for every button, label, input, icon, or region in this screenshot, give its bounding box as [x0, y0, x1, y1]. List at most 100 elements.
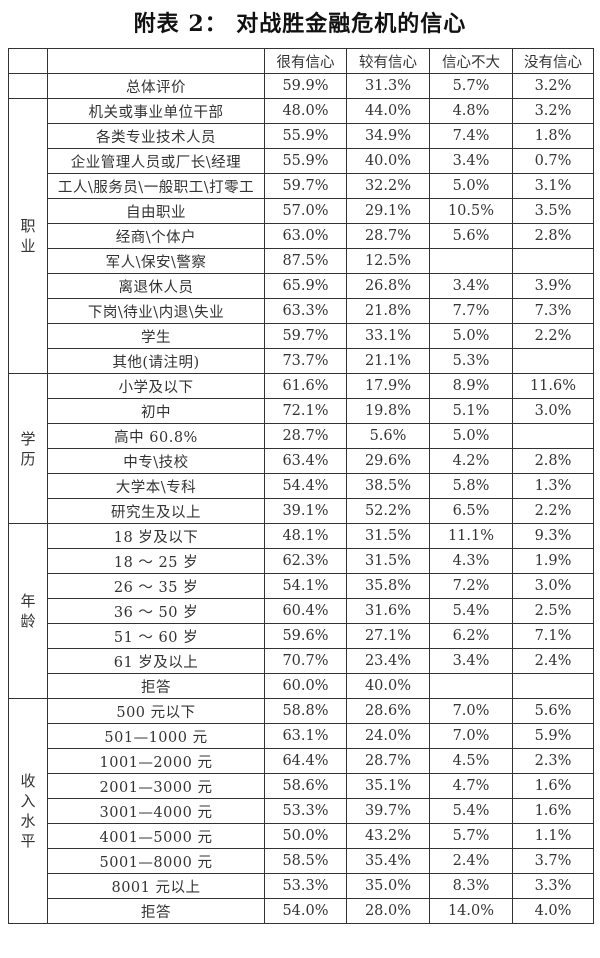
- value-cell: 2.4%: [429, 848, 513, 874]
- row-label: 36 ～ 50 岁: [47, 598, 265, 624]
- value-cell: 5.0%: [429, 323, 513, 349]
- table-row: 4001—5000 元 50.0% 43.2% 5.7% 1.1%: [9, 823, 594, 849]
- value-cell: 48.0%: [264, 98, 347, 124]
- value-cell: 40.0%: [346, 673, 430, 699]
- value-cell: 4.2%: [429, 448, 513, 474]
- value-cell: 55.9%: [264, 123, 347, 149]
- value-cell: 6.2%: [429, 623, 513, 649]
- table-row: 2001—3000 元 58.6% 35.1% 4.7% 1.6%: [9, 773, 594, 799]
- value-cell: 35.0%: [346, 873, 430, 899]
- value-cell: 2.8%: [512, 223, 594, 249]
- value-cell: 28.6%: [346, 698, 430, 724]
- value-cell: [512, 248, 594, 274]
- value-cell: 3.5%: [512, 198, 594, 224]
- group-label: 学历: [20, 429, 36, 468]
- value-cell: 2.3%: [512, 748, 594, 774]
- value-cell: 59.9%: [264, 73, 347, 99]
- value-cell: 28.7%: [346, 748, 430, 774]
- value-cell: 59.7%: [264, 173, 347, 199]
- value-cell: 50.0%: [264, 823, 347, 849]
- value-cell: 33.1%: [346, 323, 430, 349]
- row-label: 研究生及以上: [47, 498, 265, 524]
- value-cell: 63.3%: [264, 298, 347, 324]
- value-cell: 5.0%: [429, 423, 513, 449]
- row-label: 5001—8000 元: [47, 848, 265, 874]
- value-cell: 39.7%: [346, 798, 430, 824]
- value-cell: 19.8%: [346, 398, 430, 424]
- table-row: 工人\服务员\一般职工\打零工 59.7% 32.2% 5.0% 3.1%: [9, 173, 594, 199]
- table-row: 其他(请注明) 73.7% 21.1% 5.3%: [9, 348, 594, 374]
- value-cell: 21.1%: [346, 348, 430, 374]
- value-cell: 35.8%: [346, 573, 430, 599]
- table-row: 企业管理人员或厂长\经理 55.9% 40.0% 3.4% 0.7%: [9, 148, 594, 174]
- header-group-cell: [8, 48, 48, 74]
- value-cell: 44.0%: [346, 98, 430, 124]
- value-cell: 59.6%: [264, 623, 347, 649]
- column-header: 信心不大: [429, 48, 513, 74]
- confidence-table: 很有信心 较有信心 信心不大 没有信心 总体评价 59.9% 31.3% 5.7…: [8, 48, 594, 924]
- row-label: 8001 元以上: [47, 873, 265, 899]
- value-cell: 7.4%: [429, 123, 513, 149]
- value-cell: 2.5%: [512, 598, 594, 624]
- table-row: 学生 59.7% 33.1% 5.0% 2.2%: [9, 323, 594, 349]
- value-cell: 5.7%: [429, 823, 513, 849]
- value-cell: 29.1%: [346, 198, 430, 224]
- value-cell: 4.3%: [429, 548, 513, 574]
- row-label: 小学及以下: [47, 373, 265, 399]
- value-cell: 7.0%: [429, 698, 513, 724]
- table-row: 51 ～ 60 岁 59.6% 27.1% 6.2% 7.1%: [9, 623, 594, 649]
- group-cell: 收入水平: [8, 698, 48, 924]
- value-cell: 64.4%: [264, 748, 347, 774]
- table-row: 研究生及以上 39.1% 52.2% 6.5% 2.2%: [9, 498, 594, 524]
- column-header: 较有信心: [346, 48, 430, 74]
- value-cell: 65.9%: [264, 273, 347, 299]
- value-cell: 4.0%: [512, 898, 594, 924]
- group-label: 年龄: [20, 592, 36, 630]
- value-cell: 8.3%: [429, 873, 513, 899]
- value-cell: 7.7%: [429, 298, 513, 324]
- row-label: 中专\技校: [47, 448, 265, 474]
- value-cell: 3.4%: [429, 273, 513, 299]
- value-cell: 4.5%: [429, 748, 513, 774]
- table-row: 学历 小学及以下 61.6% 17.9% 8.9% 11.6%: [8, 373, 594, 524]
- value-cell: 31.3%: [346, 73, 430, 99]
- row-label: 其他(请注明): [47, 348, 265, 374]
- value-cell: 11.1%: [429, 523, 513, 549]
- value-cell: 40.0%: [346, 148, 430, 174]
- value-cell: 5.6%: [429, 223, 513, 249]
- value-cell: 2.2%: [512, 323, 594, 349]
- value-cell: 59.7%: [264, 323, 347, 349]
- value-cell: 34.9%: [346, 123, 430, 149]
- value-cell: 5.8%: [429, 473, 513, 499]
- value-cell: 63.4%: [264, 448, 347, 474]
- group-label: 收入水平: [20, 772, 36, 850]
- row-label: 初中: [47, 398, 265, 424]
- table-row: 高中 60.8% 28.7% 5.6% 5.0%: [9, 423, 594, 449]
- value-cell: 24.0%: [346, 723, 430, 749]
- table-row: 年龄 18 岁及以下 48.1% 31.5% 11.1% 9.3%: [8, 523, 594, 699]
- value-cell: 8.9%: [429, 373, 513, 399]
- value-cell: 63.0%: [264, 223, 347, 249]
- table-row: 职业 机关或事业单位干部 48.0% 44.0% 4.8% 3.2%: [8, 98, 594, 374]
- header-label-cell: [47, 48, 265, 74]
- value-cell: [512, 423, 594, 449]
- value-cell: 3.2%: [512, 73, 594, 99]
- value-cell: 3.4%: [429, 648, 513, 674]
- value-cell: 53.3%: [264, 873, 347, 899]
- value-cell: [512, 348, 594, 374]
- value-cell: 3.3%: [512, 873, 594, 899]
- value-cell: 32.2%: [346, 173, 430, 199]
- table-row: 军人\保安\警察 87.5% 12.5%: [9, 248, 594, 274]
- value-cell: 39.1%: [264, 498, 347, 524]
- row-label: 2001—3000 元: [47, 773, 265, 799]
- value-cell: 9.3%: [512, 523, 594, 549]
- row-label: 总体评价: [47, 73, 265, 99]
- value-cell: 3.2%: [512, 98, 594, 124]
- value-cell: 70.7%: [264, 648, 347, 674]
- table-row: 26 ～ 35 岁 54.1% 35.8% 7.2% 3.0%: [9, 573, 594, 599]
- value-cell: 2.8%: [512, 448, 594, 474]
- value-cell: [429, 248, 513, 274]
- value-cell: 63.1%: [264, 723, 347, 749]
- value-cell: 28.7%: [264, 423, 347, 449]
- table-row: 5001—8000 元 58.5% 35.4% 2.4% 3.7%: [9, 848, 594, 874]
